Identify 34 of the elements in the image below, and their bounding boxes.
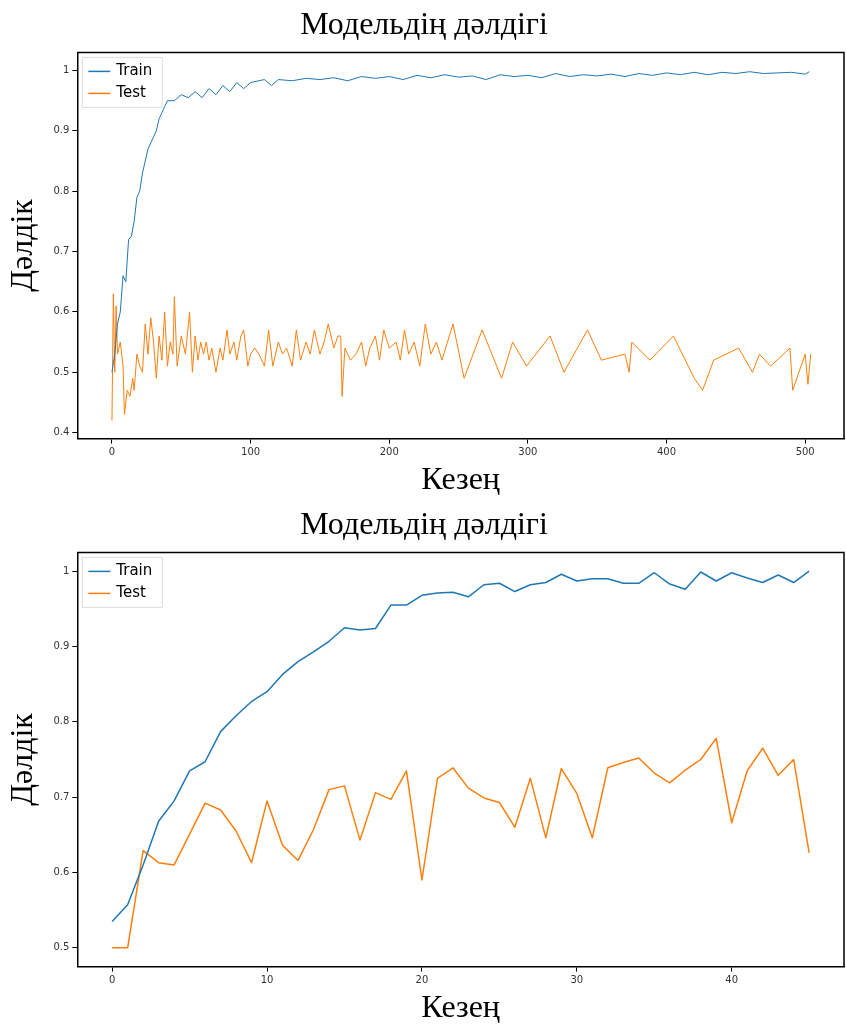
chart-title: Модельдің дәлдігі bbox=[300, 4, 548, 41]
y-tick-label: 0.8 bbox=[53, 184, 70, 196]
legend-label: Test bbox=[115, 83, 146, 102]
legend-label: Train bbox=[115, 561, 153, 580]
y-tick-label: 1 bbox=[62, 564, 70, 576]
x-tick-label: 200 bbox=[379, 446, 399, 458]
x-tick-label: 500 bbox=[795, 446, 815, 458]
y-tick-label: 0.9 bbox=[53, 640, 70, 652]
x-tick-label: 100 bbox=[241, 446, 261, 458]
x-tick-label: 300 bbox=[518, 446, 538, 458]
x-tick-label: 30 bbox=[570, 974, 584, 986]
y-tick-label: 0.7 bbox=[53, 790, 70, 802]
y-tick-label: 0.8 bbox=[53, 715, 70, 727]
legend-label: Train bbox=[115, 61, 153, 80]
y-tick-label: 0.5 bbox=[53, 941, 70, 953]
chart-title: Модельдің дәлдігі bbox=[300, 504, 548, 541]
y-tick-label: 0.6 bbox=[53, 305, 70, 317]
x-tick-label: 0 bbox=[108, 974, 116, 986]
y-axis-title: Дәлдік bbox=[2, 198, 39, 292]
y-tick-label: 0.9 bbox=[53, 124, 70, 136]
x-axis-title: Кезең bbox=[421, 988, 500, 1025]
x-axis-title: Кезең bbox=[421, 460, 500, 497]
y-tick-label: 0.4 bbox=[53, 426, 70, 438]
x-tick-label: 40 bbox=[725, 974, 739, 986]
x-tick-label: 10 bbox=[260, 974, 274, 986]
y-tick-label: 0.5 bbox=[53, 365, 70, 377]
x-tick-label: 20 bbox=[415, 974, 429, 986]
legend-label: Test bbox=[115, 583, 146, 602]
x-tick-label: 0 bbox=[108, 446, 116, 458]
x-tick-label: 400 bbox=[656, 446, 677, 458]
y-tick-label: 0.6 bbox=[53, 866, 70, 878]
y-tick-label: 0.7 bbox=[53, 245, 70, 257]
y-tick-label: 1 bbox=[62, 64, 70, 76]
y-axis-title: Дәлдік bbox=[2, 712, 39, 806]
